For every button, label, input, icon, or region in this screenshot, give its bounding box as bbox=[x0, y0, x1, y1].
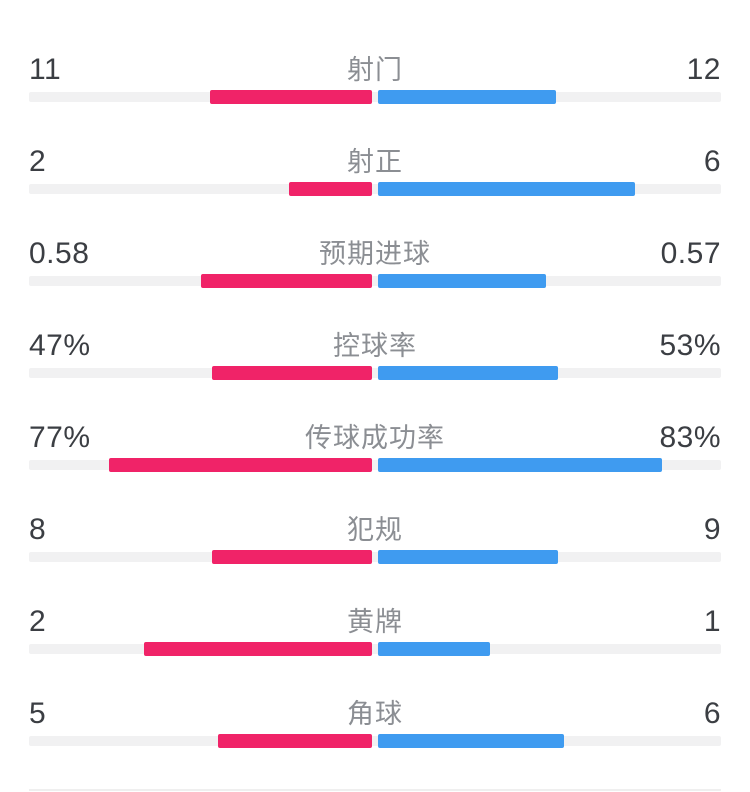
away-value: 53% bbox=[659, 329, 721, 362]
home-value: 11 bbox=[29, 53, 62, 86]
stat-label: 犯规 bbox=[347, 515, 403, 545]
stat-row: 0.58 预期进球 0.57 bbox=[29, 237, 721, 288]
home-bar bbox=[108, 458, 372, 472]
stat-row: 2 黄牌 1 bbox=[29, 605, 721, 656]
away-bar bbox=[378, 90, 556, 104]
bar-track bbox=[29, 552, 721, 562]
stat-bar bbox=[29, 182, 721, 196]
stat-line: 11 射门 12 bbox=[29, 53, 721, 87]
away-bar bbox=[378, 458, 663, 472]
bar-track bbox=[29, 276, 721, 286]
away-bar bbox=[378, 274, 547, 288]
away-value: 0.57 bbox=[660, 237, 721, 270]
stat-label: 射门 bbox=[347, 55, 403, 85]
stat-row: 77% 传球成功率 83% bbox=[29, 421, 721, 472]
away-bar bbox=[378, 734, 564, 748]
stat-line: 0.58 预期进球 0.57 bbox=[29, 237, 721, 271]
home-bar bbox=[209, 90, 372, 104]
bar-track bbox=[29, 92, 721, 102]
away-bar bbox=[378, 366, 559, 380]
home-value: 2 bbox=[29, 145, 47, 178]
stat-bar bbox=[29, 642, 721, 656]
away-bar bbox=[378, 550, 559, 564]
home-bar bbox=[200, 274, 372, 288]
away-value: 83% bbox=[659, 421, 721, 454]
match-stats-panel: 11 射门 12 2 射正 6 0.58 预期进球 0.57 bbox=[29, 0, 721, 748]
home-bar bbox=[217, 734, 372, 748]
stat-line: 8 犯规 9 bbox=[29, 513, 721, 547]
home-value: 47% bbox=[29, 329, 91, 362]
stat-row: 2 射正 6 bbox=[29, 145, 721, 196]
home-value: 2 bbox=[29, 605, 47, 638]
home-value: 5 bbox=[29, 697, 47, 730]
stat-row: 47% 控球率 53% bbox=[29, 329, 721, 380]
stat-line: 77% 传球成功率 83% bbox=[29, 421, 721, 455]
stat-label: 黄牌 bbox=[347, 607, 403, 637]
bottom-divider bbox=[29, 789, 721, 791]
home-bar bbox=[212, 366, 372, 380]
away-value: 12 bbox=[686, 53, 721, 86]
bar-track bbox=[29, 736, 721, 746]
stat-bar bbox=[29, 274, 721, 288]
stat-row: 5 角球 6 bbox=[29, 697, 721, 748]
stat-bar bbox=[29, 90, 721, 104]
stat-bar bbox=[29, 458, 721, 472]
bar-track bbox=[29, 368, 721, 378]
home-value: 8 bbox=[29, 513, 47, 546]
away-value: 1 bbox=[703, 605, 721, 638]
away-bar bbox=[378, 182, 635, 196]
stat-label: 角球 bbox=[347, 699, 403, 729]
stat-label: 预期进球 bbox=[319, 239, 431, 269]
bar-track bbox=[29, 184, 721, 194]
stat-row: 11 射门 12 bbox=[29, 53, 721, 104]
stat-line: 47% 控球率 53% bbox=[29, 329, 721, 363]
stat-bar bbox=[29, 734, 721, 748]
home-value: 77% bbox=[29, 421, 91, 454]
stat-line: 2 黄牌 1 bbox=[29, 605, 721, 639]
stat-label: 控球率 bbox=[333, 331, 417, 361]
stat-label: 传球成功率 bbox=[305, 423, 445, 453]
home-bar bbox=[212, 550, 372, 564]
stat-line: 5 角球 6 bbox=[29, 697, 721, 731]
away-value: 6 bbox=[703, 697, 721, 730]
stat-bar bbox=[29, 366, 721, 380]
stat-bar bbox=[29, 550, 721, 564]
stat-line: 2 射正 6 bbox=[29, 145, 721, 179]
away-value: 6 bbox=[703, 145, 721, 178]
home-bar bbox=[288, 182, 372, 196]
bar-track bbox=[29, 644, 721, 654]
away-bar bbox=[378, 642, 491, 656]
away-value: 9 bbox=[703, 513, 721, 546]
bar-track bbox=[29, 460, 721, 470]
home-bar bbox=[144, 642, 372, 656]
stat-row: 8 犯规 9 bbox=[29, 513, 721, 564]
home-value: 0.58 bbox=[29, 237, 90, 270]
stat-label: 射正 bbox=[347, 147, 403, 177]
